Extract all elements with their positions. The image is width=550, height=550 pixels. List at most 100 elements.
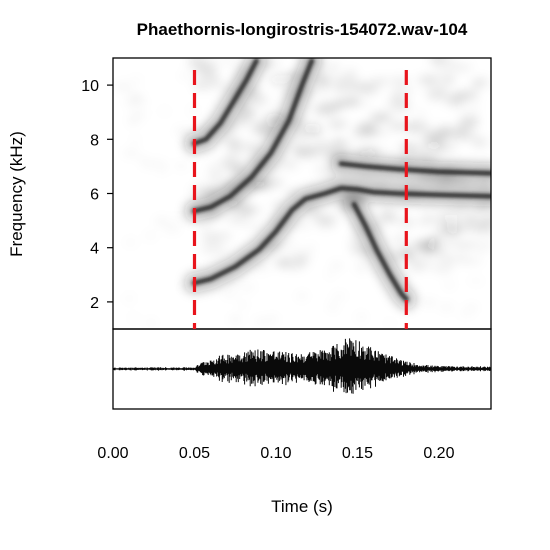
spectral-noise xyxy=(314,167,339,173)
spectral-noise xyxy=(403,153,415,158)
spectral-noise xyxy=(311,141,338,153)
spectral-noise xyxy=(174,217,183,221)
x-axis-label: Time (s) xyxy=(271,497,333,516)
spectral-noise xyxy=(349,81,377,90)
spectral-noise xyxy=(444,75,456,83)
spectral-noise xyxy=(281,251,287,256)
spectral-noise xyxy=(480,208,491,215)
spectral-noise xyxy=(305,245,315,252)
spectral-noise xyxy=(129,93,141,100)
spectral-noise xyxy=(230,316,241,323)
spectral-noise xyxy=(297,256,310,263)
selection-markers xyxy=(192,70,408,329)
spectral-noise xyxy=(409,265,427,272)
spectral-noise xyxy=(384,150,396,153)
spectral-noise xyxy=(389,88,416,95)
spectral-noise xyxy=(258,178,283,187)
harmonic-trace xyxy=(192,58,315,214)
spectral-noise xyxy=(371,78,389,86)
spectral-noise xyxy=(159,161,166,169)
y-tick-label: 4 xyxy=(90,241,99,258)
spectral-noise xyxy=(443,95,463,105)
spectrogram-traces xyxy=(184,58,491,310)
spectral-noise xyxy=(207,165,218,172)
spectral-noise xyxy=(199,224,212,231)
waveform-trace xyxy=(113,338,491,394)
spectral-noise xyxy=(437,254,459,265)
spectral-noise xyxy=(201,185,218,192)
spectral-noise xyxy=(389,117,402,130)
spectral-noise xyxy=(131,138,139,142)
spectral-noise xyxy=(242,142,255,153)
spectral-noise xyxy=(225,58,235,64)
spectral-noise xyxy=(432,265,453,273)
spectral-noise xyxy=(127,119,139,124)
spectral-noise xyxy=(479,220,491,229)
spectral-noise xyxy=(240,103,252,115)
spectral-noise xyxy=(180,73,191,78)
spectral-noise xyxy=(377,215,400,224)
spectral-noise xyxy=(465,305,478,310)
spectral-noise xyxy=(224,158,239,162)
oscillogram-panel xyxy=(112,328,492,410)
spectral-noise xyxy=(456,109,473,114)
spectral-noise xyxy=(256,129,270,136)
spectral-noise xyxy=(410,242,435,249)
spectral-noise xyxy=(358,99,371,107)
spectral-noise xyxy=(215,160,231,168)
spectral-noise xyxy=(269,74,291,85)
x-tick-label: 0.10 xyxy=(260,445,291,462)
spectral-noise xyxy=(231,164,245,175)
spectral-noise xyxy=(124,240,137,244)
spectral-noise xyxy=(435,217,448,222)
spectral-noise xyxy=(328,122,346,130)
spectral-noise xyxy=(417,221,429,226)
y-tick-label: 8 xyxy=(90,132,99,149)
spectral-noise xyxy=(201,80,210,88)
spectral-noise xyxy=(225,142,232,148)
spectral-noise xyxy=(125,295,134,301)
spectral-noise xyxy=(132,77,141,83)
spectral-noise xyxy=(115,83,132,90)
spectral-noise xyxy=(261,61,283,66)
y-axis-label: Frequency (kHz) xyxy=(7,131,26,257)
spectral-noise xyxy=(175,128,189,135)
spectral-noise xyxy=(217,83,229,89)
y-tick-label: 10 xyxy=(81,78,99,95)
spectral-noise xyxy=(440,125,451,135)
spectral-noise xyxy=(330,76,356,86)
spectral-noise xyxy=(147,320,155,325)
spectral-noise xyxy=(445,64,473,72)
spectral-noise xyxy=(296,222,311,229)
spectral-noise xyxy=(390,95,407,103)
spectral-noise xyxy=(208,78,222,84)
spectral-noise xyxy=(234,221,250,226)
spectral-noise xyxy=(417,301,431,305)
spectral-noise xyxy=(237,157,246,164)
spectral-noise xyxy=(357,123,376,135)
x-tick-label: 0.00 xyxy=(97,445,128,462)
spectral-noise xyxy=(137,98,146,104)
spectral-noise xyxy=(316,157,326,162)
spectral-noise xyxy=(393,234,408,245)
spectral-noise xyxy=(216,232,233,240)
spectral-noise xyxy=(345,69,357,76)
spectral-noise xyxy=(189,107,197,114)
spectral-noise xyxy=(196,176,202,179)
spectral-noise xyxy=(241,207,252,215)
spectral-noise xyxy=(465,118,479,127)
spectral-noise xyxy=(421,133,445,144)
spectral-noise xyxy=(332,86,356,93)
spectral-noise xyxy=(437,148,446,154)
x-tick-label: 0.15 xyxy=(342,445,373,462)
spectral-noise xyxy=(431,235,443,242)
spectral-noise xyxy=(485,241,491,248)
spectral-noise xyxy=(239,302,247,307)
spectral-noise xyxy=(311,130,324,138)
x-tick-label: 0.20 xyxy=(423,445,454,462)
spectral-noise xyxy=(228,279,237,287)
spectral-noise xyxy=(439,304,454,311)
spectral-noise xyxy=(130,111,147,117)
spectral-noise xyxy=(294,134,309,139)
spectral-noise xyxy=(320,78,331,88)
